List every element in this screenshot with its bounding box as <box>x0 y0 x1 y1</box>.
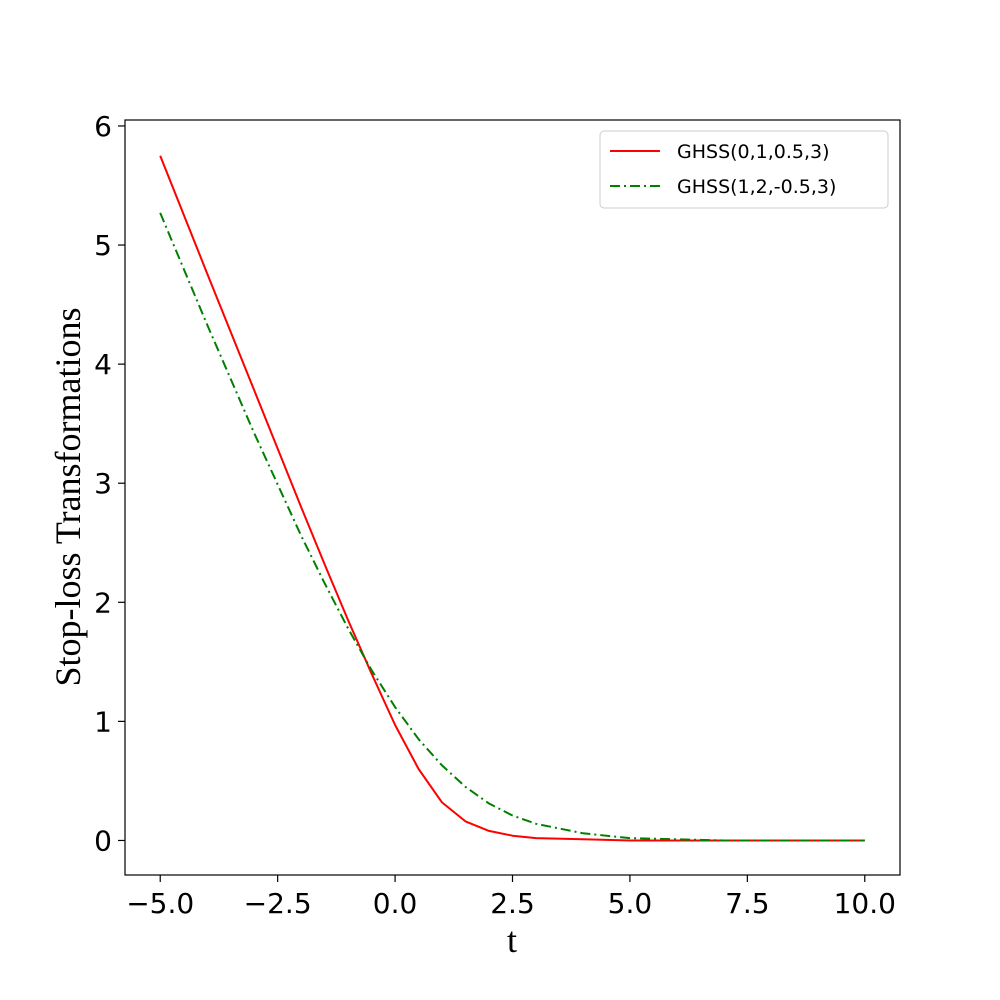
x-axis-label: t <box>507 920 517 960</box>
series-line-1 <box>159 155 865 842</box>
y-tick-label: 1 <box>94 705 112 738</box>
legend-entry-1: GHSS(0,1,0.5,3) <box>677 141 830 163</box>
y-tick-label: 0 <box>94 824 112 857</box>
legend: GHSS(0,1,0.5,3) GHSS(1,2,-0.5,3) <box>599 130 889 209</box>
y-tick-label: 6 <box>94 110 112 143</box>
legend-box <box>599 130 889 209</box>
x-tick-label: 10.0 <box>834 887 896 920</box>
x-tick-label: 0.0 <box>373 887 418 920</box>
y-tick-label: 4 <box>94 348 112 381</box>
series-line-2 <box>159 212 865 842</box>
y-axis-label: Stop-loss Transformations <box>48 307 88 686</box>
x-tick-label: −5.0 <box>126 887 194 920</box>
x-tick-label: −2.5 <box>244 887 312 920</box>
y-axis: 0 1 2 3 4 5 6 <box>94 110 125 857</box>
x-tick-label: 7.5 <box>725 887 770 920</box>
plot-frame <box>124 119 901 876</box>
y-tick-label: 3 <box>94 467 112 500</box>
y-tick-label: 5 <box>94 229 112 262</box>
y-tick-label: 2 <box>94 586 112 619</box>
legend-entry-2: GHSS(1,2,-0.5,3) <box>677 176 836 198</box>
x-axis: −5.0 −2.5 0.0 2.5 5.0 7.5 10.0 <box>126 875 896 920</box>
x-tick-label: 5.0 <box>608 887 653 920</box>
series-layer <box>159 155 865 842</box>
x-tick-label: 2.5 <box>490 887 535 920</box>
